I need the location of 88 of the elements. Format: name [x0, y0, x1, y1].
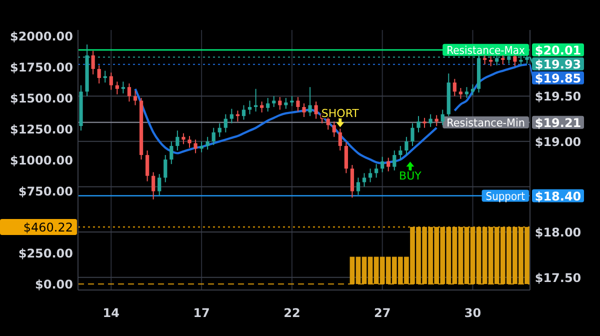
candlestick	[176, 130, 180, 151]
ref-line-label: $19.85	[534, 71, 582, 86]
candlestick	[356, 177, 360, 196]
candlestick	[200, 140, 204, 153]
candlestick	[127, 82, 132, 102]
y-tick-label: $0.00	[35, 278, 73, 292]
candlestick	[284, 97, 288, 110]
candlestick	[194, 139, 198, 154]
candlestick	[133, 90, 138, 106]
x-tick-label: 30	[464, 306, 482, 320]
y2-tick-label: $18.00	[534, 226, 582, 240]
candlestick	[428, 114, 432, 128]
y-tick-label: $2000.00	[10, 29, 73, 44]
candlestick	[242, 104, 246, 120]
ref-line-label: Support	[486, 190, 530, 203]
candlestick	[296, 96, 300, 112]
candlestick	[248, 100, 252, 115]
candlestick	[290, 96, 294, 107]
candlestick	[218, 122, 222, 138]
candlestick	[182, 132, 186, 145]
candlestick	[121, 81, 126, 94]
candlestick	[368, 168, 372, 183]
candlestick	[482, 54, 487, 65]
candlestick	[452, 78, 456, 97]
candlestick	[170, 140, 174, 165]
candlestick	[272, 96, 276, 108]
candlestick	[416, 116, 420, 133]
candlestick	[464, 86, 469, 98]
y-tick-label: $250.00	[18, 246, 73, 261]
candlestick	[224, 114, 228, 133]
y2-tick-label: $19.00	[534, 134, 582, 149]
candlestick	[434, 114, 438, 127]
candlestick	[260, 101, 264, 113]
x-tick-label: 22	[284, 306, 300, 320]
candlestick	[158, 174, 162, 196]
candlestick	[152, 172, 156, 200]
candlestick	[404, 136, 408, 156]
y-tick-label: $1000.00	[10, 154, 73, 168]
candlestick	[206, 136, 210, 150]
candlestick	[97, 64, 101, 84]
candlestick	[332, 121, 336, 138]
candlestick	[164, 154, 168, 183]
candlestick	[109, 72, 113, 90]
candlestick	[440, 109, 444, 126]
y-tick-label: $1500.00	[10, 91, 73, 106]
candlestick	[338, 128, 342, 151]
candlestick	[410, 122, 414, 146]
candlestick	[392, 150, 396, 171]
x-tick-label: 17	[193, 306, 210, 320]
y-tick-label: $750.00	[18, 184, 73, 199]
candlestick	[374, 164, 378, 178]
x-tick-label: 14	[102, 306, 120, 320]
candlestick	[458, 87, 462, 100]
candlestick	[91, 50, 95, 75]
annotation: BUY	[399, 170, 422, 183]
candlestick	[188, 135, 192, 148]
y2-tick-label: $19.21	[534, 116, 582, 130]
candlestick	[302, 102, 306, 118]
candlestick	[344, 142, 348, 174]
candlestick	[470, 84, 475, 96]
candlestick	[278, 96, 282, 110]
y2-tick-label: $17.50	[534, 270, 582, 285]
y-tick-label: $1750.00	[10, 60, 73, 74]
candlestick	[350, 164, 354, 198]
candlestick	[254, 88, 258, 112]
y2-tick-label: $20.01	[534, 43, 582, 58]
candlestick	[230, 108, 234, 124]
candlestick	[308, 86, 312, 117]
y-tick-label: $460.22	[23, 220, 73, 234]
candlestick	[386, 157, 390, 172]
candlestick	[266, 97, 270, 112]
candlestick	[314, 101, 318, 120]
x-tick-label: 27	[374, 306, 391, 320]
candlestick	[212, 127, 216, 146]
candlestick	[362, 172, 366, 188]
y-tick-label: $1250.00	[10, 122, 73, 136]
candlestick	[115, 81, 119, 95]
candlestick	[398, 145, 402, 160]
ref-line-label: $19.93	[534, 57, 582, 72]
y2-tick-label: $18.40	[534, 189, 582, 204]
ref-line-label: Resistance-Max	[446, 44, 533, 57]
candlestick	[422, 117, 426, 128]
y2-tick-label: $19.50	[534, 90, 582, 104]
ref-line-label: Resistance-Min	[446, 116, 530, 130]
candlestick	[380, 156, 384, 173]
candlestick	[103, 70, 107, 84]
candlestick	[501, 54, 505, 65]
candlestick	[146, 150, 150, 182]
